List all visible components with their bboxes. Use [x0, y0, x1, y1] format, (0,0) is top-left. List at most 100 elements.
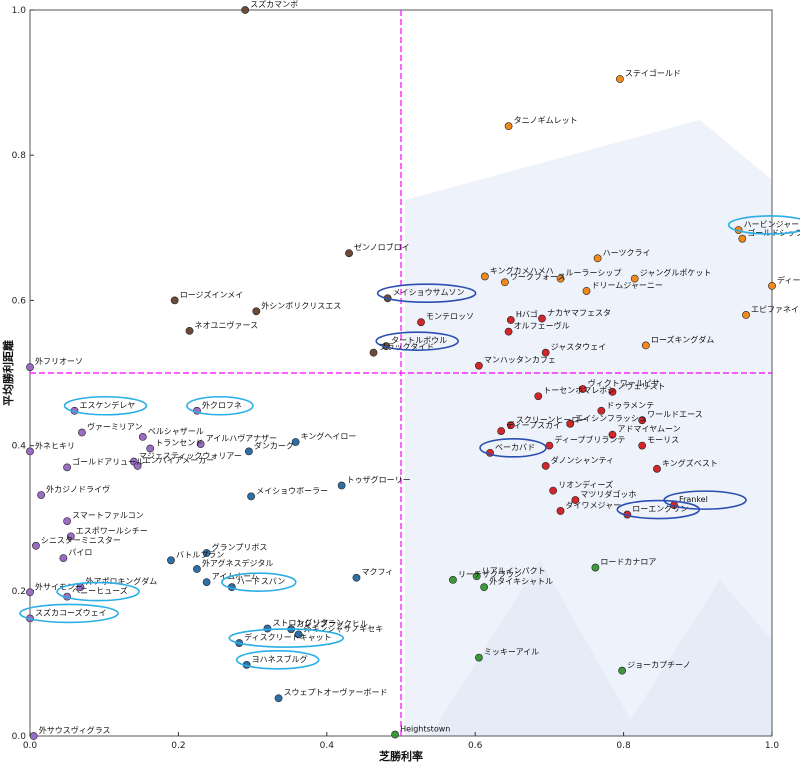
y-axis-label: 平均勝利距離	[1, 340, 15, 406]
data-label: エピファネイア	[751, 305, 800, 314]
data-point	[638, 416, 647, 425]
data-point	[593, 254, 602, 263]
data-point	[32, 541, 40, 550]
data-point	[638, 441, 647, 450]
highlight-ellipse	[616, 499, 701, 520]
data-label: 外サイモンー	[35, 581, 83, 591]
data-label: 外ネヒキリ	[35, 440, 75, 450]
data-label: ノヴェリスト	[617, 381, 665, 391]
data-point	[582, 287, 591, 295]
data-label: ディープスカイ	[506, 420, 561, 430]
data-label: ロードカナロア	[600, 558, 656, 567]
data-label: ゴールドシップ	[747, 228, 800, 238]
x-tick-label: 0.0	[23, 741, 38, 751]
data-point	[202, 549, 211, 557]
data-label: ハービンジャー	[744, 220, 800, 229]
data-label: ネオユニヴァース	[195, 320, 259, 330]
highlight-ellipse	[375, 331, 459, 351]
x-tick-label: 1.0	[765, 741, 780, 751]
data-label: エイシンフラッシュ	[575, 414, 647, 423]
data-point	[274, 694, 283, 703]
data-label: ヘニーヒューズ	[72, 586, 128, 596]
data-label: アドマイヤムーン	[617, 425, 680, 434]
data-label: アイルハヴアナザー	[206, 433, 277, 443]
data-label: ゴールドアリュール	[72, 456, 144, 466]
data-label: ダノンシャンティ	[551, 455, 614, 465]
data-point	[618, 666, 627, 675]
data-label: トゥザグローリー	[347, 475, 411, 485]
data-point	[263, 624, 272, 633]
x-tick-label: 0.4	[320, 741, 335, 751]
data-label: ワークフォース	[510, 272, 566, 281]
data-label: キングヘイロー	[301, 431, 357, 441]
data-label: ヨハネスブルグ	[252, 654, 308, 664]
data-point	[545, 441, 554, 450]
data-label: マジェスティックウォリアー	[139, 452, 242, 461]
data-point	[597, 406, 606, 415]
data-label: タートルボウル	[391, 336, 447, 345]
data-label: ハードスパン	[237, 577, 285, 586]
data-label: 外シンボリクリスエス	[261, 300, 341, 310]
highlight-ellipse	[221, 572, 297, 592]
data-point	[417, 318, 425, 327]
data-label: スクリーンヒーロー	[516, 415, 588, 424]
data-label: ヴィクトワールピサ	[588, 378, 660, 388]
data-label: 外フリオーソ	[35, 356, 83, 366]
data-label: ドゥラメンテ	[606, 401, 654, 410]
data-label: ディスクリートキャット	[244, 632, 331, 642]
data-label: ディープブリランテ	[554, 435, 625, 445]
data-label: パイロ	[68, 548, 92, 557]
data-label: ブラックタイド	[379, 342, 435, 352]
highlight-ellipses	[19, 215, 800, 670]
data-point	[244, 447, 253, 456]
data-point	[63, 517, 71, 526]
data-label: ベルシャザール	[148, 427, 204, 436]
highlight-ellipse	[63, 395, 148, 416]
data-label: 外カジノドライヴ	[46, 484, 110, 494]
y-tick-label: 0.8	[12, 151, 27, 161]
highlight-ellipse	[235, 650, 320, 670]
data-label: リオンディーズ	[558, 480, 613, 490]
data-label: ルーラーシップ	[566, 269, 622, 278]
data-point	[185, 326, 194, 335]
highlight-ellipse	[56, 581, 140, 602]
data-point	[742, 311, 750, 319]
data-label: スウェプトオーヴァーボード	[284, 687, 388, 697]
data-label: ローズキングダム	[651, 334, 714, 344]
data-label: アイムホーム	[212, 572, 259, 581]
data-label: 外サウスヴィグラス	[39, 725, 111, 735]
data-label: ジャスタウェイ	[551, 343, 607, 352]
reference-lines	[30, 10, 772, 736]
y-tick-label: 0.2	[12, 587, 26, 597]
highlight-ellipse	[376, 283, 477, 304]
data-point	[252, 307, 261, 316]
watermark-shape	[405, 120, 772, 736]
data-label: エンパイアメーカー	[143, 456, 215, 465]
data-label: マツリダゴッホ	[580, 489, 636, 499]
data-label: メイショウサムソン	[393, 288, 465, 297]
data-point	[578, 385, 587, 393]
data-label: スズカマンボ	[250, 0, 298, 9]
data-point	[480, 272, 489, 281]
data-label: スズカコーズウェイ	[35, 607, 107, 617]
data-label: ドリームジャーニー	[592, 281, 663, 290]
data-point	[63, 463, 71, 472]
background-watermark	[405, 120, 772, 736]
data-label: Heightstown	[400, 725, 450, 734]
data-point	[37, 491, 46, 499]
data-point	[167, 556, 175, 565]
data-point	[475, 361, 483, 370]
data-points	[26, 6, 776, 740]
data-label: ワールドエース	[647, 410, 703, 419]
data-label: ロージズインメイ	[180, 289, 244, 299]
data-point	[59, 554, 68, 563]
data-label: キングカメハメハ	[490, 265, 554, 275]
data-point	[193, 565, 201, 573]
data-label: 外キンシャサノキセキ	[304, 623, 384, 633]
x-tick-label: 0.6	[468, 741, 483, 751]
data-label: ゼンノロブロイ	[354, 242, 410, 252]
data-label: ストロングリターン	[272, 618, 344, 628]
data-point	[26, 588, 34, 597]
